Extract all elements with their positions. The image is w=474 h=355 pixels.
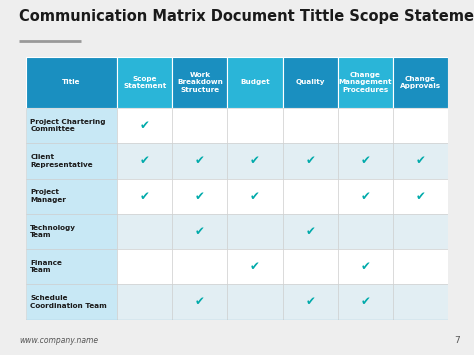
- FancyBboxPatch shape: [337, 284, 393, 320]
- FancyBboxPatch shape: [228, 284, 283, 320]
- Text: www.company.name: www.company.name: [19, 336, 98, 345]
- FancyBboxPatch shape: [283, 249, 337, 284]
- Text: ✔: ✔: [415, 154, 425, 168]
- Text: ✔: ✔: [250, 190, 260, 203]
- FancyBboxPatch shape: [26, 249, 117, 284]
- FancyBboxPatch shape: [393, 179, 448, 214]
- FancyBboxPatch shape: [393, 108, 448, 143]
- FancyBboxPatch shape: [228, 249, 283, 284]
- Text: ✔: ✔: [250, 154, 260, 168]
- FancyBboxPatch shape: [393, 284, 448, 320]
- FancyBboxPatch shape: [26, 108, 117, 143]
- FancyBboxPatch shape: [283, 57, 337, 108]
- FancyBboxPatch shape: [283, 284, 337, 320]
- FancyBboxPatch shape: [172, 179, 228, 214]
- Text: ✔: ✔: [140, 154, 150, 168]
- FancyBboxPatch shape: [172, 284, 228, 320]
- Text: 7: 7: [454, 336, 460, 345]
- FancyBboxPatch shape: [117, 249, 172, 284]
- FancyBboxPatch shape: [228, 143, 283, 179]
- Text: Title: Title: [63, 80, 81, 86]
- FancyBboxPatch shape: [228, 108, 283, 143]
- Text: Communication Matrix Document Tittle Scope Statement...: Communication Matrix Document Tittle Sco…: [19, 9, 474, 24]
- FancyBboxPatch shape: [337, 108, 393, 143]
- Text: ✔: ✔: [195, 190, 205, 203]
- FancyBboxPatch shape: [26, 143, 117, 179]
- Text: Scope
Statement: Scope Statement: [123, 76, 166, 89]
- Text: ✔: ✔: [415, 190, 425, 203]
- Text: ✔: ✔: [360, 154, 370, 168]
- FancyBboxPatch shape: [117, 179, 172, 214]
- FancyBboxPatch shape: [26, 179, 117, 214]
- Text: Work
Breakdown
Structure: Work Breakdown Structure: [177, 72, 223, 93]
- FancyBboxPatch shape: [172, 249, 228, 284]
- FancyBboxPatch shape: [337, 249, 393, 284]
- FancyBboxPatch shape: [337, 179, 393, 214]
- Text: ✔: ✔: [305, 295, 315, 308]
- Text: ✔: ✔: [195, 154, 205, 168]
- FancyBboxPatch shape: [393, 249, 448, 284]
- Text: ✔: ✔: [360, 260, 370, 273]
- FancyBboxPatch shape: [337, 143, 393, 179]
- Text: Change
Approvals: Change Approvals: [400, 76, 441, 89]
- Text: ✔: ✔: [140, 119, 150, 132]
- Text: Budget: Budget: [240, 80, 270, 86]
- Text: ✔: ✔: [195, 225, 205, 238]
- FancyBboxPatch shape: [283, 179, 337, 214]
- Text: ✔: ✔: [250, 260, 260, 273]
- FancyBboxPatch shape: [26, 214, 117, 249]
- Text: Finance
Team: Finance Team: [30, 260, 62, 273]
- Text: Change
Management
Procedures: Change Management Procedures: [338, 72, 392, 93]
- Text: Technology
Team: Technology Team: [30, 225, 76, 238]
- FancyBboxPatch shape: [26, 57, 117, 108]
- FancyBboxPatch shape: [172, 108, 228, 143]
- Text: Client
Representative: Client Representative: [30, 154, 93, 168]
- FancyBboxPatch shape: [393, 214, 448, 249]
- FancyBboxPatch shape: [228, 214, 283, 249]
- Text: Quality: Quality: [295, 80, 325, 86]
- Text: Schedule
Coordination Team: Schedule Coordination Team: [30, 295, 107, 308]
- Text: ✔: ✔: [360, 295, 370, 308]
- Text: ✔: ✔: [360, 190, 370, 203]
- Text: Project
Manager: Project Manager: [30, 189, 66, 203]
- Text: Project Chartering
Committee: Project Chartering Committee: [30, 119, 106, 132]
- FancyBboxPatch shape: [393, 57, 448, 108]
- FancyBboxPatch shape: [117, 108, 172, 143]
- FancyBboxPatch shape: [117, 57, 172, 108]
- Text: ✔: ✔: [305, 225, 315, 238]
- Text: ✔: ✔: [305, 154, 315, 168]
- FancyBboxPatch shape: [117, 284, 172, 320]
- FancyBboxPatch shape: [117, 143, 172, 179]
- FancyBboxPatch shape: [172, 143, 228, 179]
- FancyBboxPatch shape: [283, 108, 337, 143]
- FancyBboxPatch shape: [172, 214, 228, 249]
- FancyBboxPatch shape: [228, 179, 283, 214]
- FancyBboxPatch shape: [26, 57, 448, 320]
- FancyBboxPatch shape: [393, 143, 448, 179]
- FancyBboxPatch shape: [172, 57, 228, 108]
- Text: ✔: ✔: [195, 295, 205, 308]
- FancyBboxPatch shape: [337, 57, 393, 108]
- Text: ✔: ✔: [140, 190, 150, 203]
- FancyBboxPatch shape: [337, 214, 393, 249]
- FancyBboxPatch shape: [283, 214, 337, 249]
- FancyBboxPatch shape: [228, 57, 283, 108]
- FancyBboxPatch shape: [283, 143, 337, 179]
- FancyBboxPatch shape: [26, 284, 117, 320]
- FancyBboxPatch shape: [117, 214, 172, 249]
